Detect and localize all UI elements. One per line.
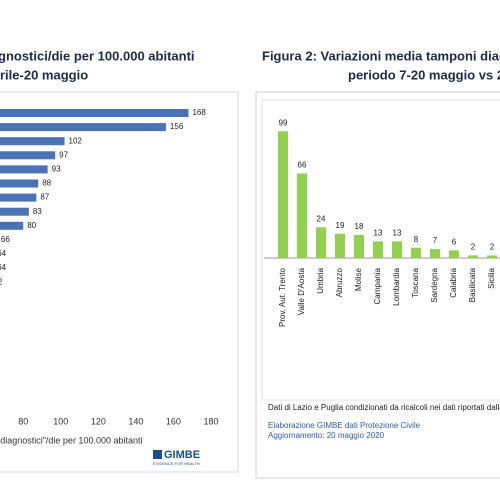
value-label: 83 (33, 207, 42, 216)
bar (335, 233, 345, 258)
bar (0, 123, 166, 132)
value-label: 8 (414, 235, 419, 244)
x-tick-label: 100 (53, 416, 68, 426)
value-label: 156 (170, 122, 184, 131)
bar (0, 137, 65, 146)
value-label: 97 (59, 150, 68, 159)
chart-title: periodo 7-20 maggio vs 23 (348, 67, 500, 82)
value-label: 80 (27, 221, 36, 230)
bar (0, 193, 37, 202)
value-label: 62 (0, 277, 3, 286)
bar (0, 179, 39, 188)
value-label: 88 (42, 179, 51, 188)
bar (430, 249, 440, 258)
bar (487, 255, 497, 258)
x-tick-label: Sicilia (487, 267, 496, 288)
right-plot-frame (261, 99, 500, 401)
chart-title: Figura 2: Variazioni media tamponi diagn… (262, 48, 500, 63)
value-label: 18 (355, 222, 364, 231)
value-label: 6 (452, 237, 457, 246)
bar (316, 227, 326, 258)
value-label: 93 (52, 165, 61, 174)
footnote: Dati di Lazio e Puglia condizionati da r… (268, 403, 500, 412)
logo-text: GIMBE (164, 449, 200, 461)
x-tick-label: Lombardia (392, 267, 401, 305)
bar (392, 241, 402, 258)
x-tick-label: Basilicata (468, 267, 477, 302)
logo-subtext: EVIDENCE FOR HEALTH (153, 461, 200, 466)
bar (449, 250, 459, 258)
value-label: 168 (192, 108, 206, 117)
update-note: Aggiornamento: 20 maggio 2020 (268, 431, 385, 440)
left-panel (0, 91, 239, 473)
bar (373, 241, 383, 258)
x-tick-label: 120 (91, 416, 106, 426)
value-label: 64 (0, 263, 7, 272)
value-label: 66 (298, 161, 307, 170)
right-panel (255, 91, 500, 479)
bar (0, 221, 24, 230)
bar (354, 234, 364, 258)
value-label: 61 (0, 306, 1, 315)
x-tick-label: 160 (166, 416, 181, 426)
value-label: 102 (69, 136, 83, 145)
x-tick-label: Campania (373, 267, 382, 304)
bar (278, 131, 288, 258)
value-label: 66 (1, 235, 10, 244)
x-tick-label: 80 (18, 416, 28, 426)
bar (411, 247, 421, 258)
value-label: 61 (0, 291, 1, 300)
value-label: 13 (393, 228, 402, 237)
value-label: 7 (433, 236, 438, 245)
x-tick-label: Toscana (411, 267, 420, 297)
x-tick-label: Abruzzo (335, 267, 344, 297)
logo-mark (153, 450, 162, 459)
bar (0, 151, 56, 160)
bar (468, 255, 478, 258)
x-tick-label: Umbria (316, 267, 325, 293)
value-label: 13 (374, 228, 383, 237)
x-tick-label: Prov. Aut. Trento (278, 267, 287, 327)
bar (0, 165, 48, 174)
x-tick-label: Molise (354, 267, 363, 291)
x-tick-label: 180 (203, 416, 218, 426)
bar (0, 207, 29, 216)
value-label: 99 (279, 118, 288, 127)
chart-title: rile-20 maggio (0, 67, 88, 82)
value-label: 19 (336, 221, 345, 230)
bar (297, 173, 307, 258)
value-label: 2 (471, 243, 476, 252)
x-tick-label: 140 (128, 416, 143, 426)
x-tick-label: Valle D'Aosta (297, 267, 306, 315)
value-label: 2 (490, 243, 495, 252)
x-axis-label: "diagnostici"/die per 100.000 abitanti (0, 435, 143, 445)
chart-title: gnostici/die per 100.000 abitanti (0, 48, 195, 63)
x-tick-label: Calabria (449, 267, 458, 297)
value-label: 64 (0, 249, 7, 258)
source-note: Elaborazione GIMBE dati Protezione Civil… (268, 421, 421, 430)
value-label: 24 (317, 214, 326, 223)
value-label: 87 (40, 193, 49, 202)
bar (0, 109, 189, 117)
x-tick-label: Sardegna (430, 267, 439, 302)
